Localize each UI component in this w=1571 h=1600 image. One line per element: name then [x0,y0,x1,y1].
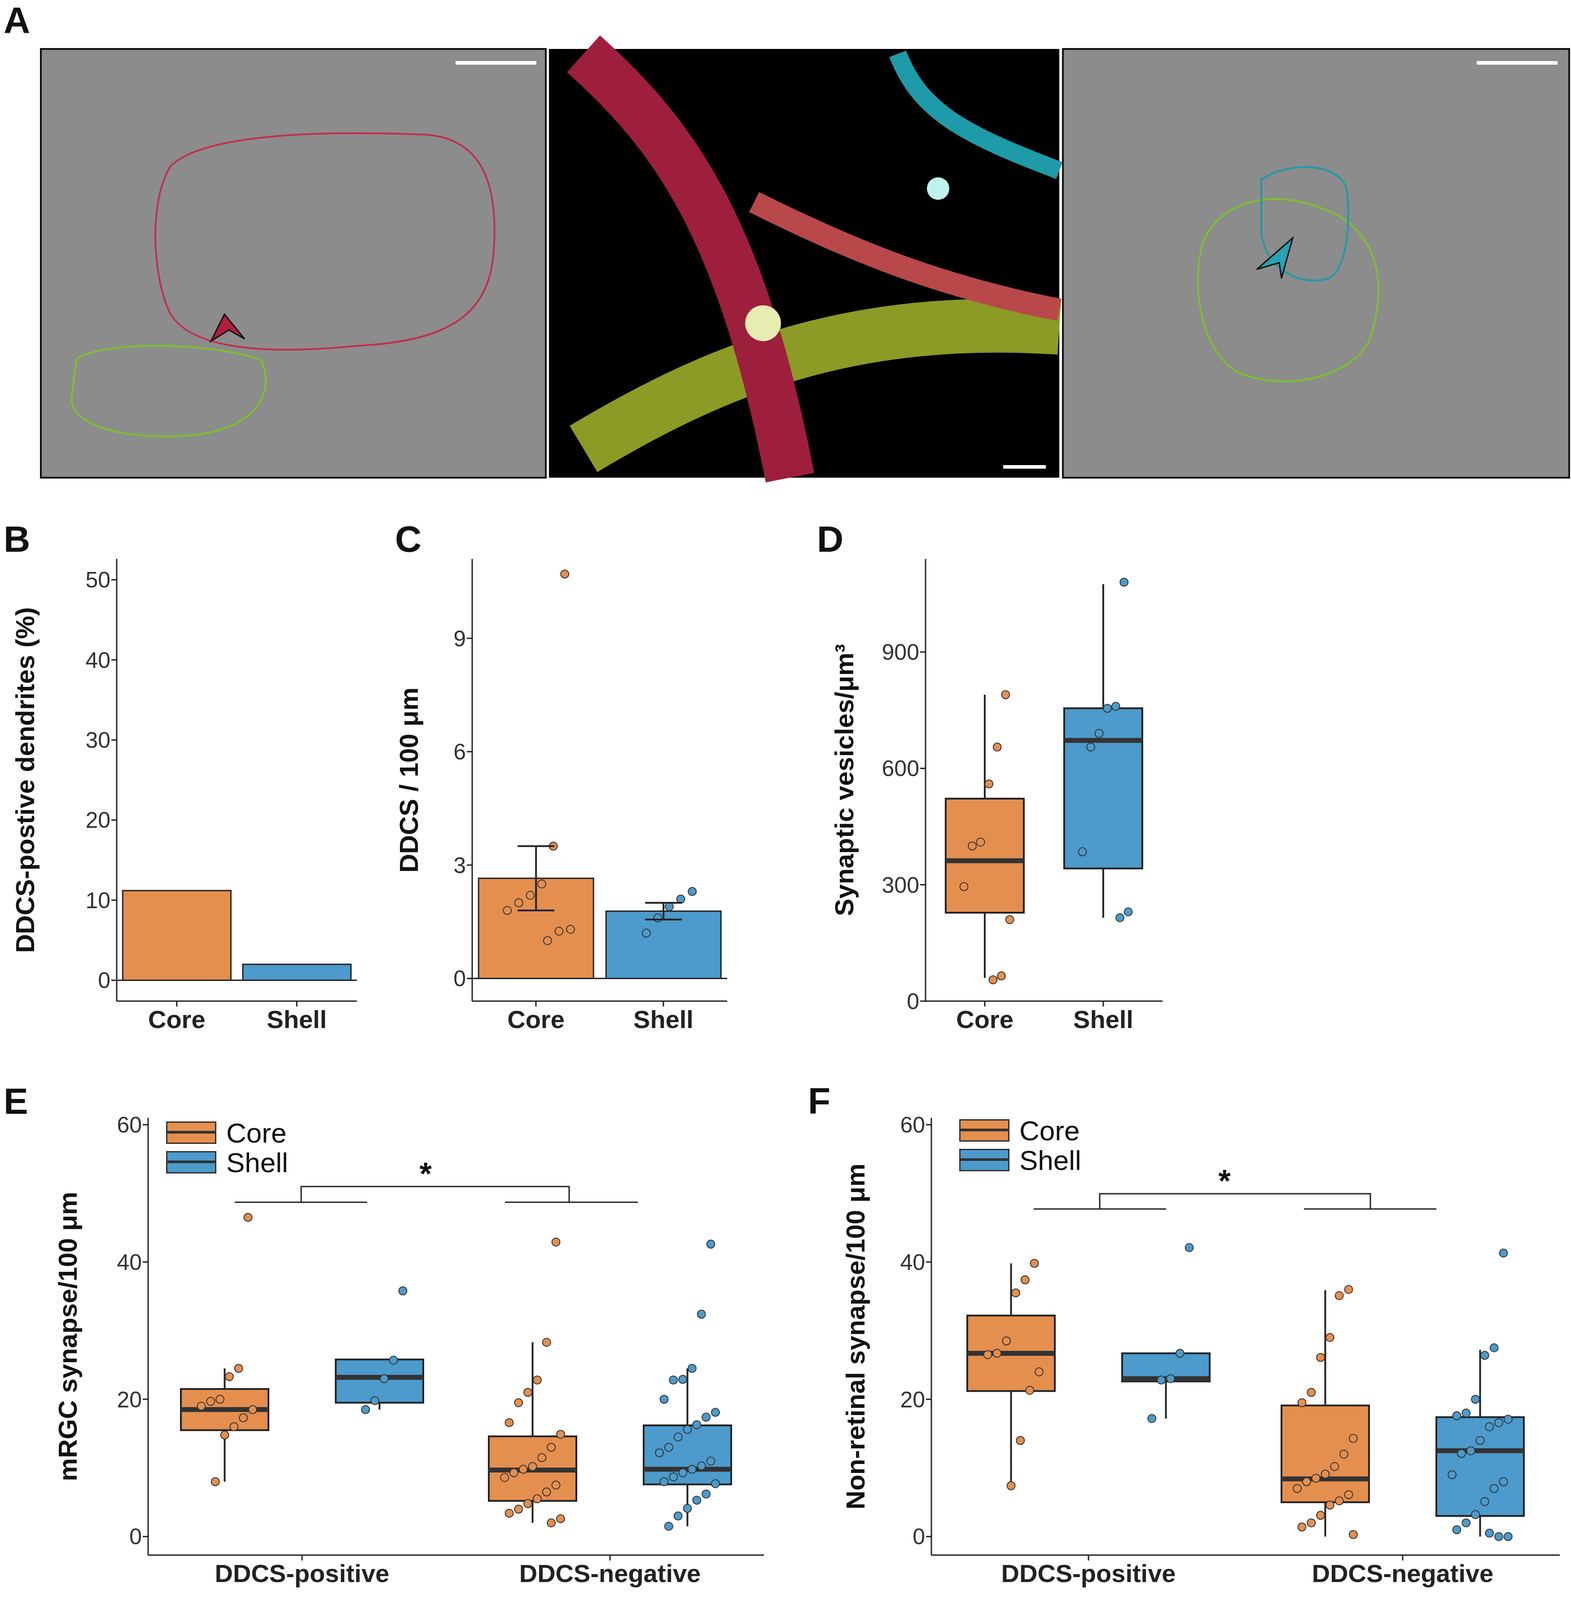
html-text:B: B [3,518,31,560]
html-text:D: D [816,518,844,560]
svg-text:DDCS-postive dendrites (%): DDCS-postive dendrites (%) [10,606,40,953]
svg-text:40: 40 [85,647,111,673]
html-text:A: A [3,0,31,41]
svg-text:DDCS / 100 μm: DDCS / 100 μm [394,687,424,873]
svg-text:20: 20 [116,1386,142,1413]
svg-text:40: 40 [116,1249,142,1275]
svg-text:Synaptic vesicles/μm³: Synaptic vesicles/μm³ [829,643,859,916]
svg-text:10: 10 [85,887,111,913]
svg-text:900: 900 [882,639,920,665]
svg-text:6: 6 [453,739,466,765]
svg-text:30: 30 [85,727,111,753]
svg-text:50: 50 [85,567,111,593]
svg-text:DDCS-positive: DDCS-positive [215,1558,390,1588]
svg-text:60: 60 [899,1112,926,1138]
svg-text:3: 3 [453,852,466,878]
svg-text:300: 300 [882,872,920,898]
svg-text:Core: Core [148,1004,206,1034]
svg-text:mRGC synapse/100 μm: mRGC synapse/100 μm [52,1191,83,1482]
html-text:C: C [394,518,422,560]
svg-text:9: 9 [453,626,466,652]
svg-text:0: 0 [453,965,466,992]
svg-text:60: 60 [116,1112,142,1138]
svg-text:20: 20 [899,1386,926,1413]
svg-text:DDCS-negative: DDCS-negative [519,1558,702,1588]
svg-text:0: 0 [912,1523,926,1550]
svg-text:DDCS-positive: DDCS-positive [1001,1558,1177,1588]
html-text:Core: Core [226,1116,287,1148]
html-text:Core: Core [1019,1114,1080,1146]
svg-text:Shell: Shell [1073,1004,1134,1034]
svg-text:40: 40 [899,1249,926,1275]
svg-text:Core: Core [956,1004,1014,1034]
html-text:F: F [807,1080,831,1122]
svg-text:*: * [1218,1163,1231,1199]
svg-text:Shell: Shell [633,1004,694,1034]
svg-text:Shell: Shell [266,1004,327,1034]
svg-text:0: 0 [906,988,920,1014]
html-text:Shell: Shell [226,1146,289,1178]
svg-text:*: * [419,1156,432,1192]
svg-text:DDCS-negative: DDCS-negative [1312,1558,1494,1588]
svg-text:Core: Core [507,1004,565,1034]
svg-text:20: 20 [85,807,111,833]
html-text:E: E [3,1080,29,1122]
svg-text:0: 0 [129,1523,142,1550]
svg-text:Non-retinal synapse/100 μm: Non-retinal synapse/100 μm [840,1163,870,1510]
svg-text:0: 0 [97,967,111,993]
html-text:Shell: Shell [1019,1144,1082,1176]
svg-text:600: 600 [882,755,920,782]
